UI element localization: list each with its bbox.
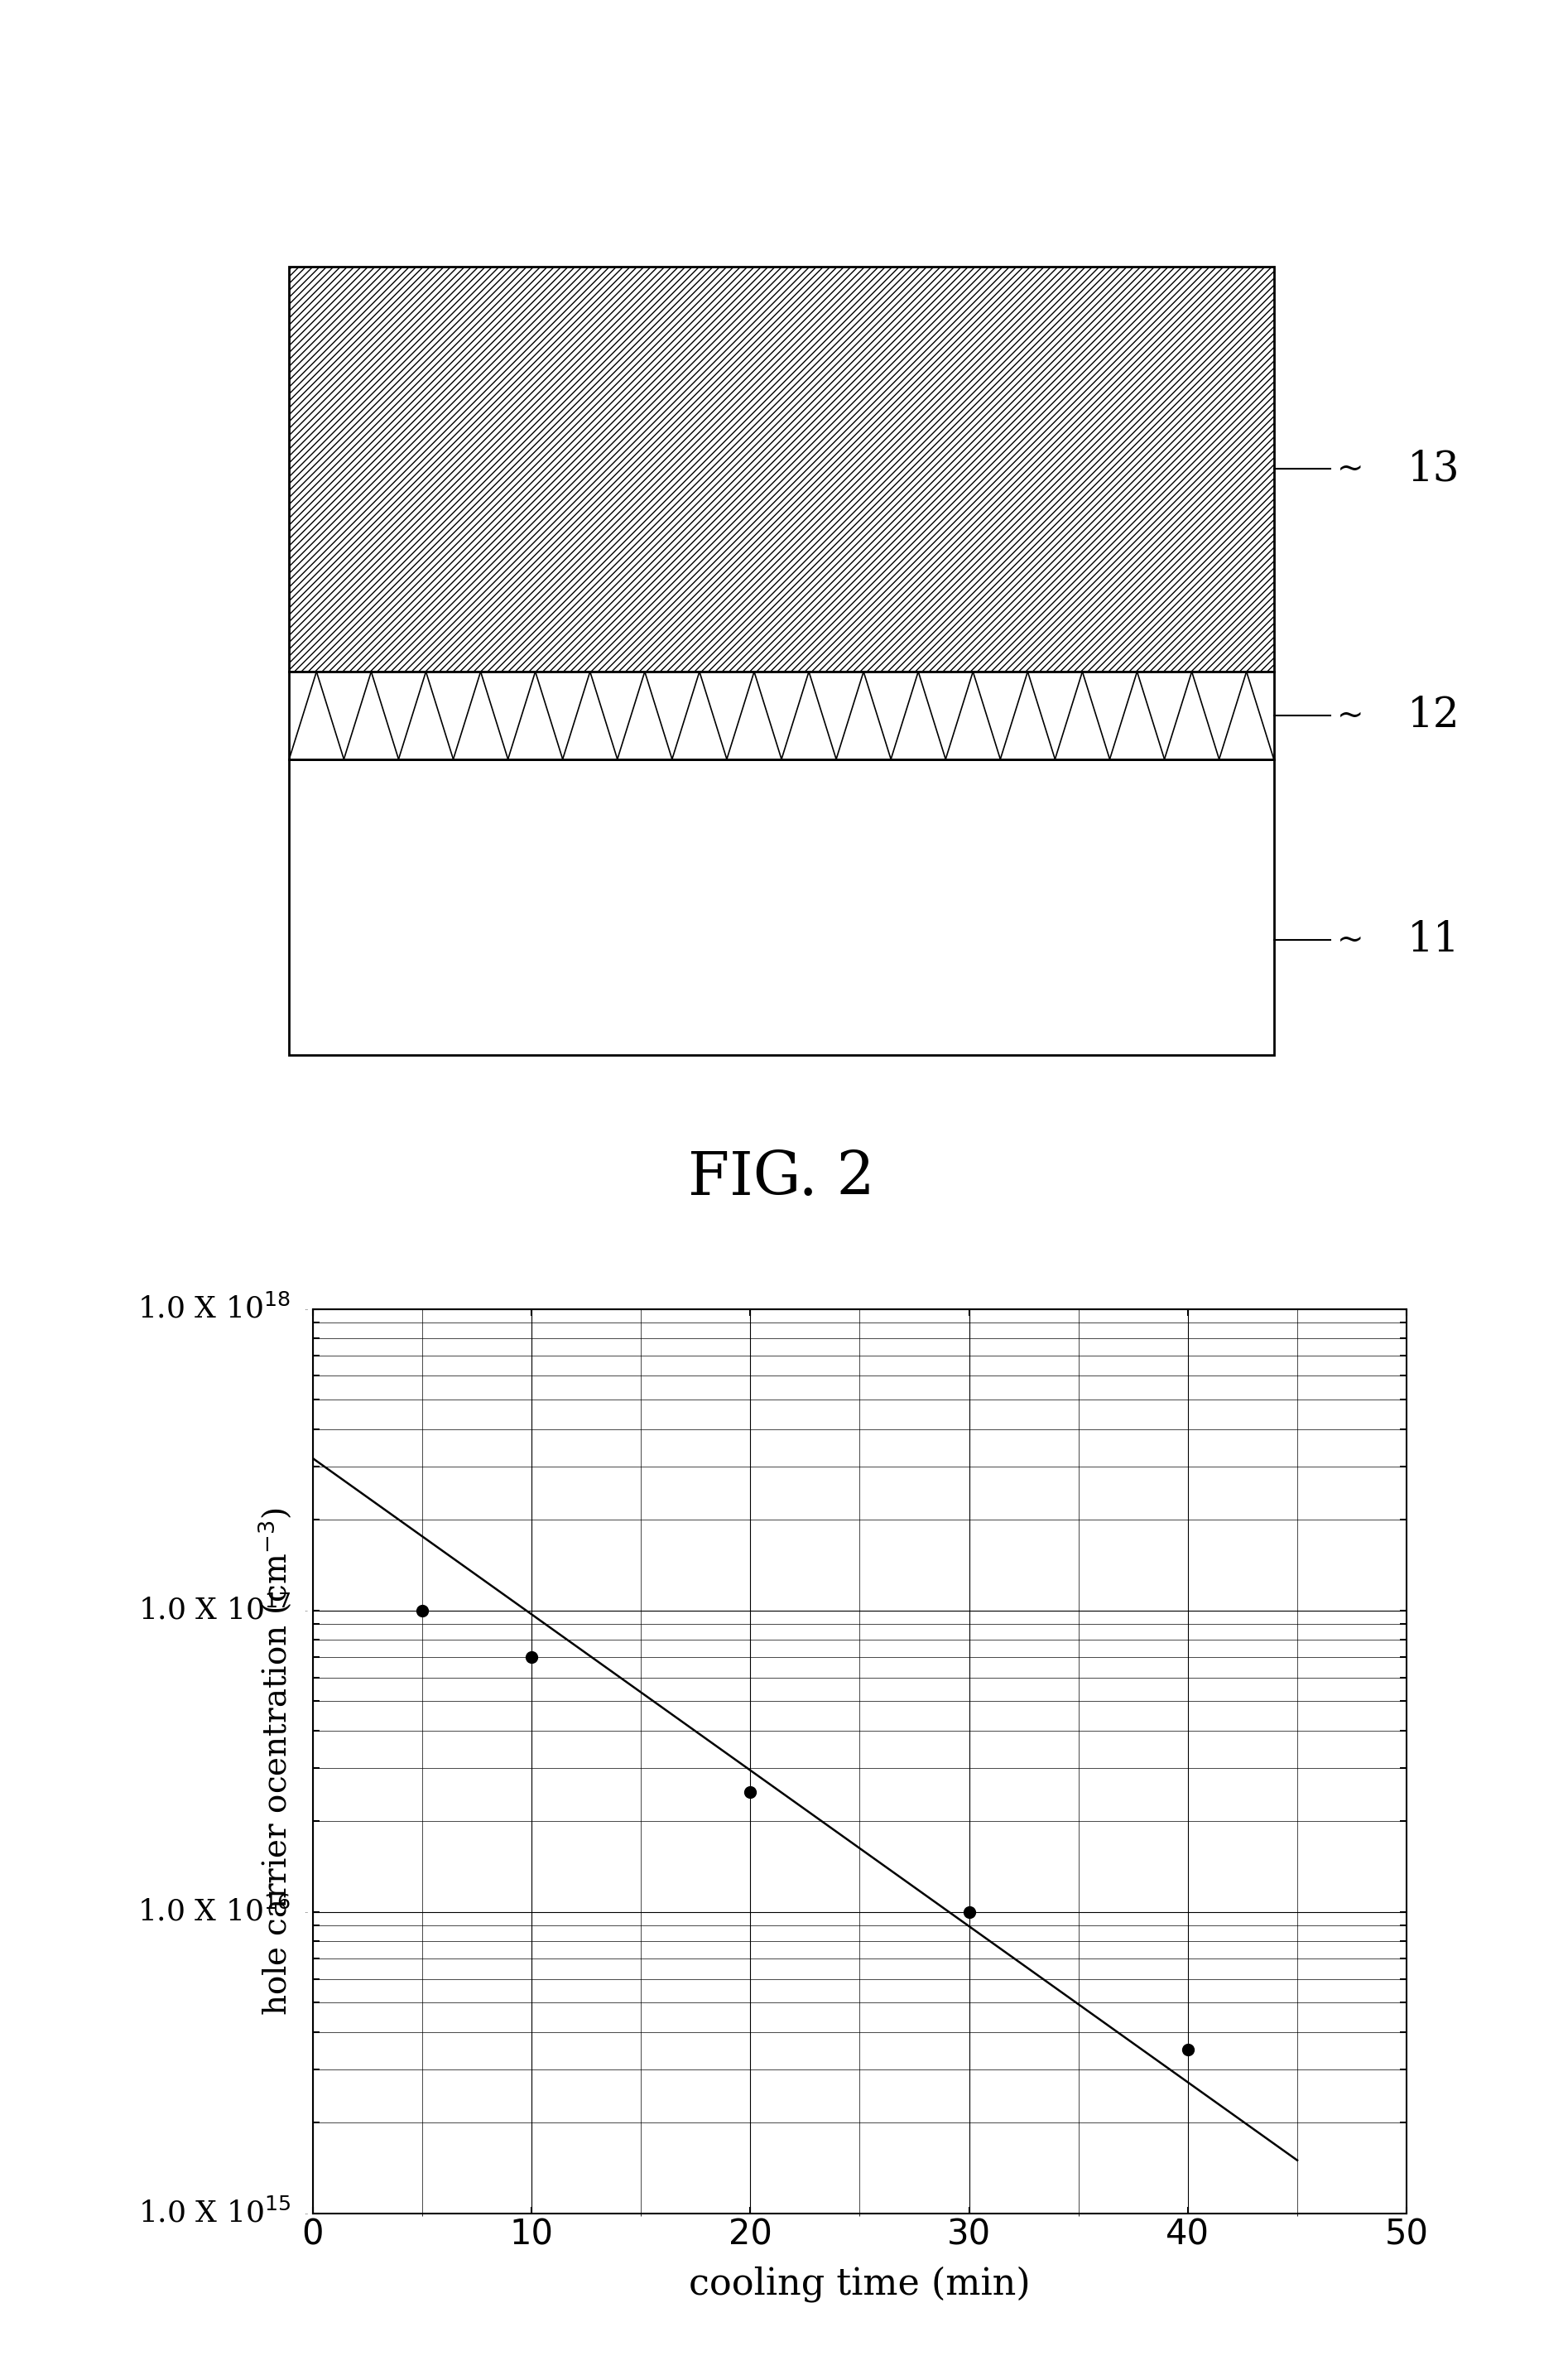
Text: 1.0 X 10$^{15}$: 1.0 X 10$^{15}$ bbox=[138, 2199, 291, 2228]
Text: ~: ~ bbox=[1338, 923, 1364, 954]
Y-axis label: hole carrier ocentration (cm$^{-3}$): hole carrier ocentration (cm$^{-3}$) bbox=[256, 1507, 292, 2016]
Point bbox=[1175, 2030, 1200, 2068]
Text: 1.0 X 10$^{18}$: 1.0 X 10$^{18}$ bbox=[138, 1295, 291, 1323]
Point bbox=[519, 1637, 544, 1676]
Point bbox=[410, 1592, 435, 1630]
Text: FIG. 2: FIG. 2 bbox=[688, 1150, 875, 1207]
Text: ~: ~ bbox=[1338, 700, 1364, 731]
Point bbox=[957, 1892, 982, 1930]
Text: 13: 13 bbox=[1408, 447, 1460, 490]
Text: 1.0 X 10$^{17}$: 1.0 X 10$^{17}$ bbox=[138, 1595, 291, 1626]
Point bbox=[738, 1773, 763, 1811]
Text: 1.0 X 10$^{16}$: 1.0 X 10$^{16}$ bbox=[138, 1897, 291, 1928]
Text: ~: ~ bbox=[1338, 455, 1364, 486]
Text: 12: 12 bbox=[1408, 695, 1460, 735]
Bar bbox=[289, 267, 1274, 671]
Bar bbox=[289, 671, 1274, 759]
X-axis label: cooling time (min): cooling time (min) bbox=[689, 2266, 1030, 2301]
Text: 11: 11 bbox=[1408, 919, 1460, 962]
Bar bbox=[289, 759, 1274, 1054]
